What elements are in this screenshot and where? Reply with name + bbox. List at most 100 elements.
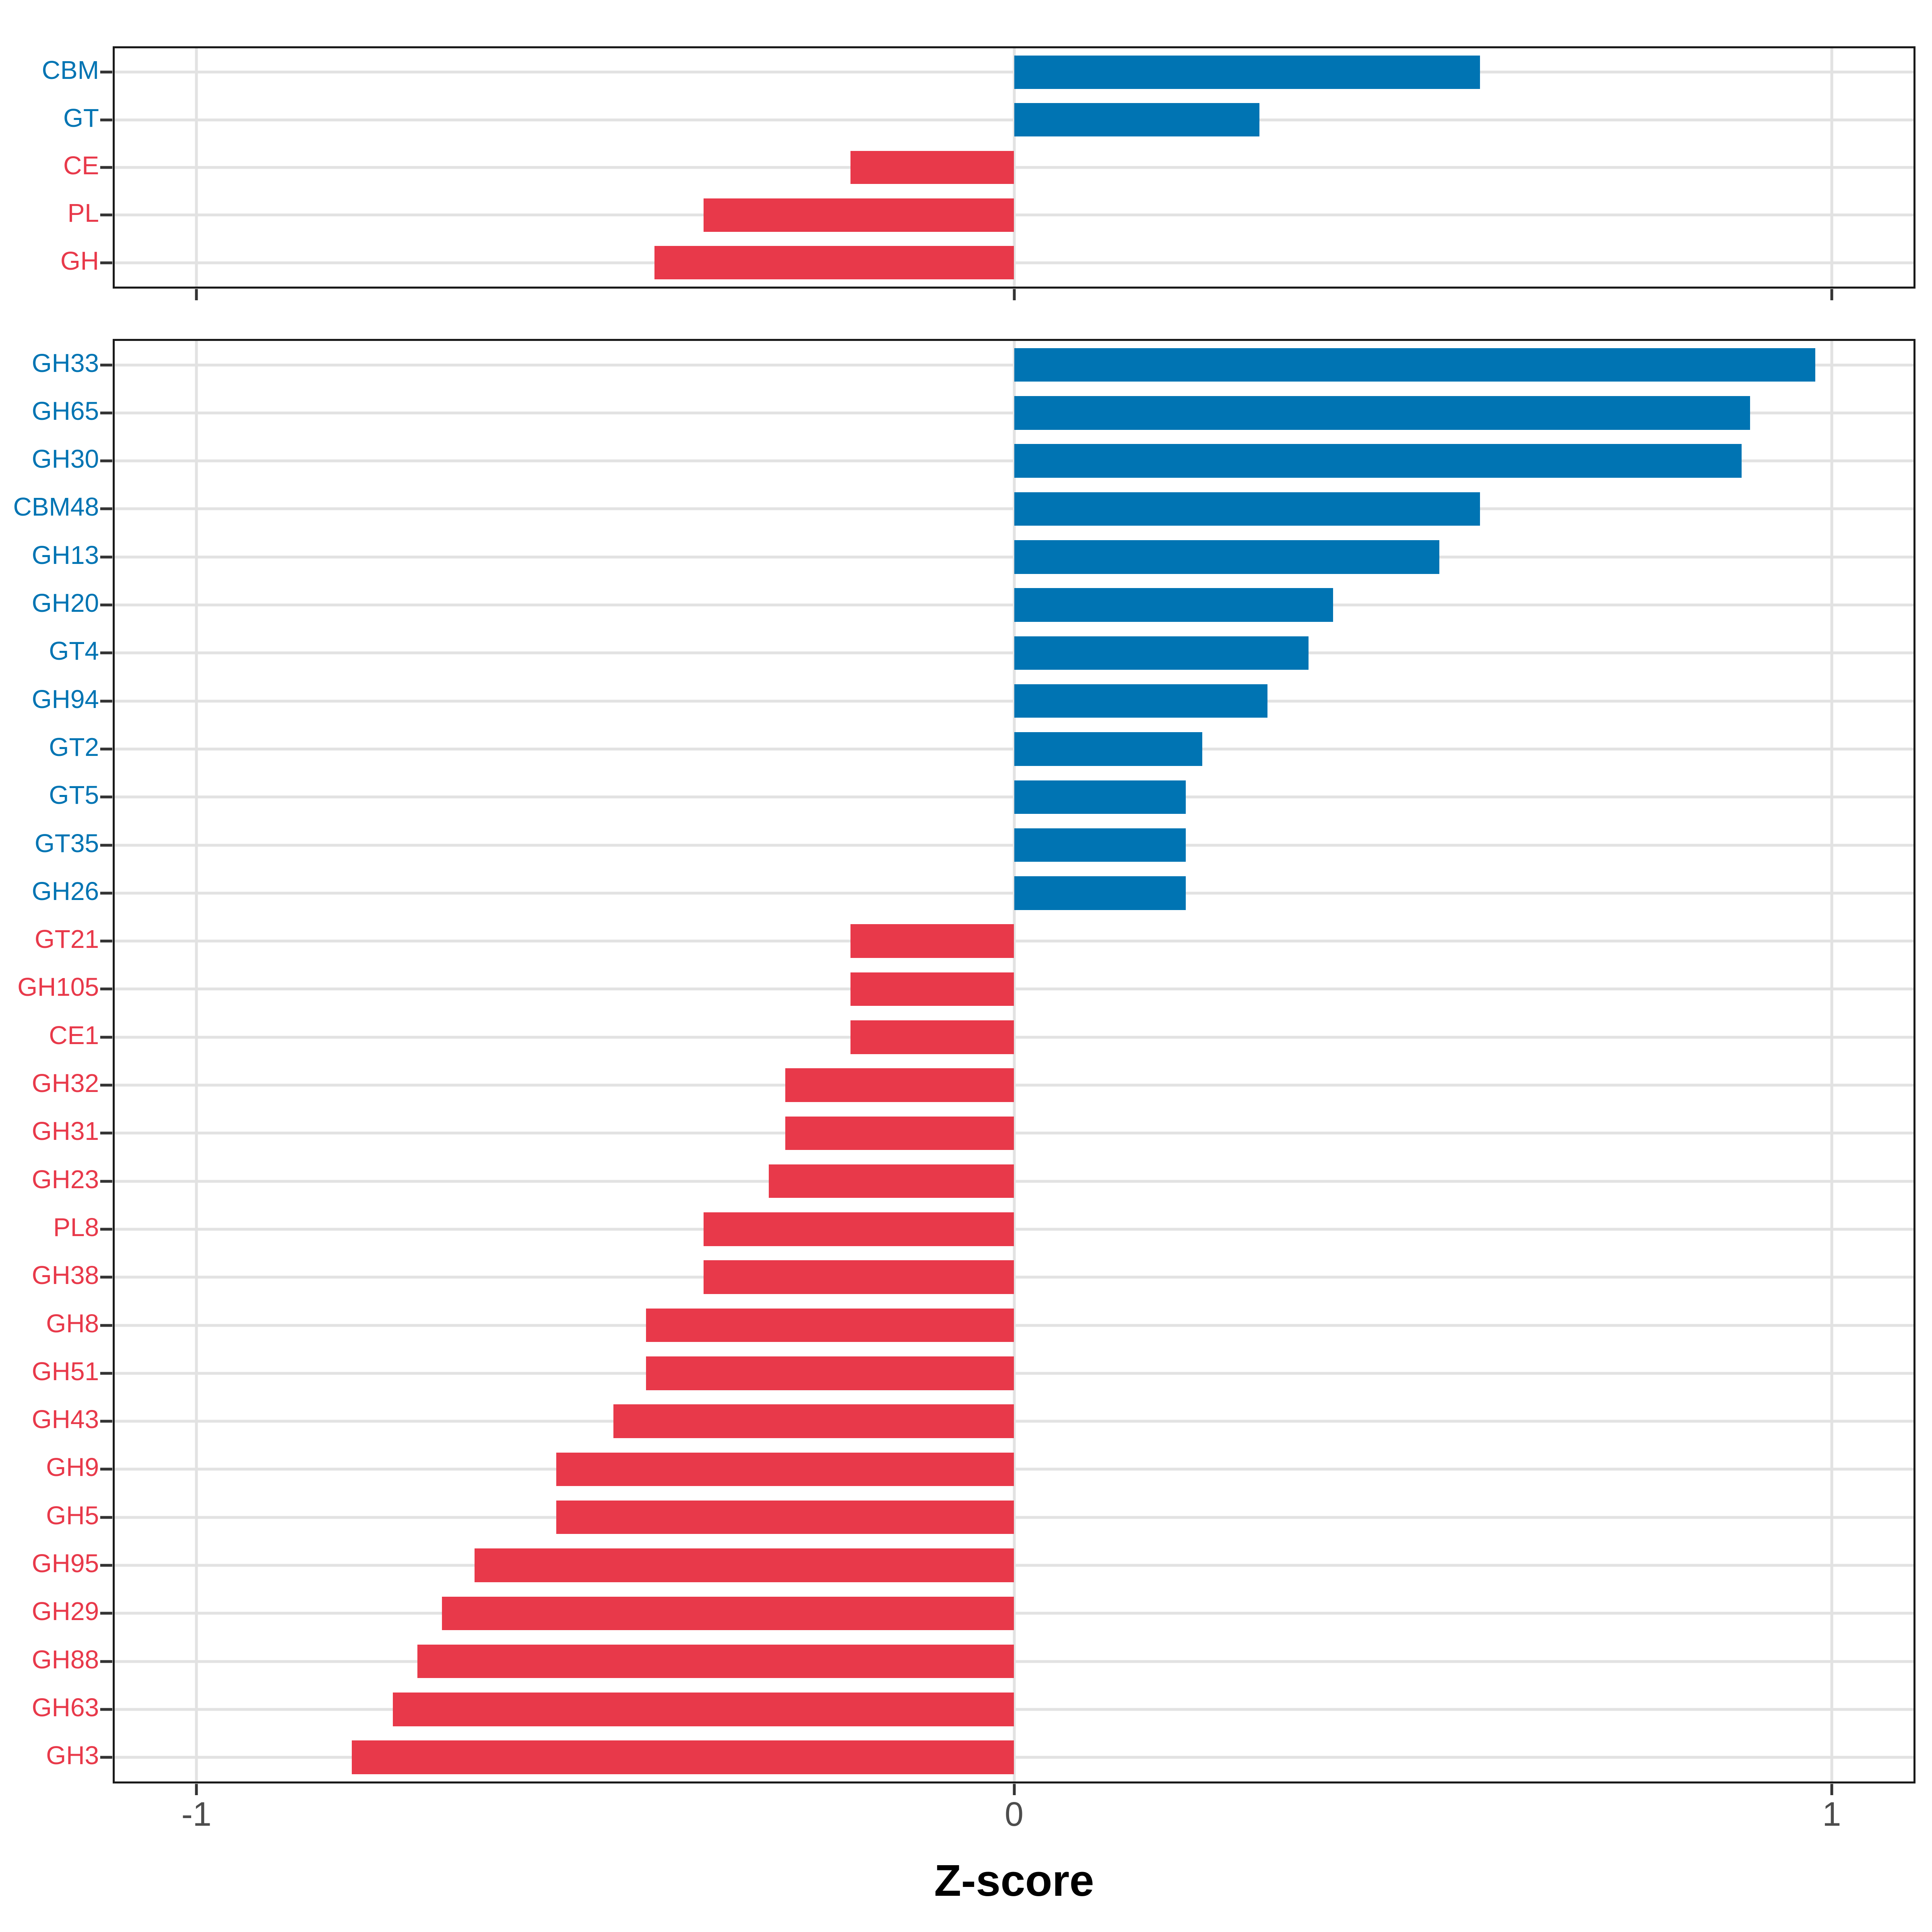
category-row	[100, 1157, 1913, 1205]
category-row	[100, 629, 1913, 677]
horizontal-gridline	[115, 1228, 1913, 1231]
y-axis-label: GT35	[34, 828, 99, 858]
category-row	[100, 341, 1913, 389]
category-row	[100, 869, 1913, 917]
bar-gh20	[1014, 588, 1333, 622]
y-axis-label: GH29	[31, 1597, 99, 1626]
horizontal-gridline	[115, 213, 1913, 217]
bar-gh63	[392, 1693, 1014, 1726]
bar-gt21	[850, 924, 1014, 958]
y-axis-label: GH63	[31, 1693, 99, 1722]
horizontal-gridline	[115, 1564, 1913, 1567]
category-row	[100, 965, 1913, 1013]
category-row	[100, 144, 1913, 191]
y-axis-label: GH3	[46, 1741, 99, 1770]
vertical-gridline	[195, 341, 198, 1781]
category-row	[100, 1637, 1913, 1685]
horizontal-gridline	[115, 987, 1913, 991]
y-axis-tick-mark	[100, 795, 112, 799]
horizontal-gridline	[115, 1420, 1913, 1423]
horizontal-gridline	[115, 1372, 1913, 1375]
x-axis-tick-label: 1	[1822, 1795, 1841, 1833]
horizontal-gridline	[115, 1131, 1913, 1135]
horizontal-gridline	[115, 1660, 1913, 1663]
vertical-gridline	[1830, 341, 1833, 1781]
bar-gh23	[769, 1164, 1014, 1198]
y-axis-tick-mark	[100, 118, 112, 122]
y-axis-label: GT	[63, 103, 99, 132]
bar-gh9	[556, 1452, 1014, 1486]
category-row	[100, 48, 1913, 96]
bar-gh43	[613, 1404, 1014, 1438]
y-axis-label: GH8	[46, 1309, 99, 1338]
x-axis-tick-labels: -1 0 1	[115, 1797, 1913, 1847]
category-row	[100, 96, 1913, 143]
y-axis-tick-mark	[100, 1420, 112, 1423]
category-row	[100, 1061, 1913, 1109]
y-axis-tick-mark	[100, 1131, 112, 1135]
y-axis-tick-mark	[100, 987, 112, 991]
y-axis-label: GH88	[31, 1645, 99, 1674]
y-axis-tick-mark	[100, 459, 112, 462]
bar-cbm48	[1014, 492, 1480, 526]
y-axis-tick-mark	[100, 363, 112, 367]
horizontal-gridline	[115, 1180, 1913, 1183]
category-row	[100, 1349, 1913, 1397]
category-row	[100, 725, 1913, 773]
y-axis-label: GH31	[31, 1117, 99, 1146]
panel-bottom-cazyme-families: GH33 GH65 GH30 CBM48 GH13 GH20 GT4 GH94 GT2 GT5 GT…	[0, 339, 1915, 1795]
category-row	[100, 437, 1913, 485]
y-axis-label: CE	[63, 151, 99, 180]
bar-gh51	[646, 1356, 1014, 1390]
panel-bottom-plot-area	[100, 339, 1915, 1795]
y-axis-label: GH95	[31, 1549, 99, 1578]
bar-gh105	[850, 972, 1014, 1006]
category-row	[100, 1013, 1913, 1061]
horizontal-gridline	[115, 1276, 1913, 1279]
category-row	[100, 389, 1913, 437]
bar-cbm	[1014, 55, 1480, 89]
y-axis-label: GH43	[31, 1405, 99, 1434]
y-axis-label: GH20	[31, 588, 99, 618]
y-axis-tick-mark	[100, 1756, 112, 1759]
y-axis-tick-mark	[100, 411, 112, 415]
bar-ce1	[850, 1020, 1014, 1054]
y-axis-tick-mark	[100, 261, 112, 264]
bar-gt4	[1014, 636, 1309, 670]
horizontal-gridline	[115, 1036, 1913, 1039]
y-axis-label: GH23	[31, 1164, 99, 1194]
panel-top-plot-area	[100, 46, 1915, 300]
x-axis-tick-label: 0	[1005, 1795, 1024, 1833]
bar-gt35	[1014, 828, 1186, 862]
horizontal-gridline	[115, 1516, 1913, 1519]
y-axis-label: GT5	[49, 780, 99, 810]
panel-bottom-y-axis-labels: GH33 GH65 GH30 CBM48 GH13 GH20 GT4 GH94 GT2 GT5 GT…	[0, 339, 113, 1783]
y-axis-label: GH38	[31, 1261, 99, 1290]
category-row	[100, 917, 1913, 965]
y-axis-tick-mark	[100, 507, 112, 510]
panel-top-y-axis-labels: CBM GT CE PL GH	[0, 46, 113, 289]
category-row	[100, 677, 1913, 725]
category-row	[100, 1685, 1913, 1733]
bar-gh5	[556, 1500, 1014, 1534]
bar-pl	[703, 198, 1014, 232]
x-axis-tick-mark	[1013, 289, 1016, 300]
horizontal-gridline	[115, 1468, 1913, 1471]
y-axis-label: GH51	[31, 1356, 99, 1386]
bar-gh30	[1014, 444, 1742, 478]
x-axis-tick-mark	[1830, 289, 1833, 300]
y-axis-label: GH5	[46, 1501, 99, 1530]
y-axis-tick-mark	[100, 1324, 112, 1327]
y-axis-tick-mark	[100, 1180, 112, 1183]
horizontal-gridline	[115, 1756, 1913, 1759]
horizontal-gridline	[115, 1324, 1913, 1327]
bar-gh94	[1014, 684, 1268, 718]
x-axis-tick-mark	[195, 289, 198, 300]
y-axis-tick-mark	[100, 747, 112, 751]
bar-gh31	[785, 1116, 1014, 1150]
y-axis-tick-mark	[100, 651, 112, 654]
bar-pl8	[703, 1212, 1014, 1246]
category-row	[100, 1109, 1913, 1157]
x-axis-tick-mark	[195, 1783, 198, 1795]
